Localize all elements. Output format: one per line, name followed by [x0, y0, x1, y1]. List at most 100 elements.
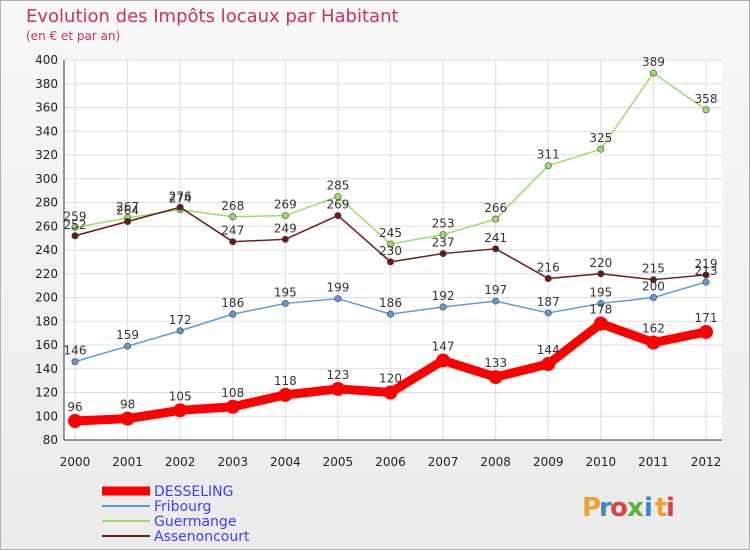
- data-point: [281, 299, 289, 307]
- x-tick-label: 2012: [691, 455, 722, 469]
- data-point: [334, 212, 342, 220]
- data-label: 325: [589, 131, 612, 145]
- data-label: 269: [274, 198, 297, 212]
- data-point: [278, 387, 293, 402]
- data-point: [229, 310, 237, 318]
- y-tick-label: 140: [35, 362, 58, 376]
- data-point: [229, 238, 237, 246]
- data-label: 267: [116, 200, 139, 214]
- data-point: [649, 276, 657, 284]
- x-tick-label: 2001: [112, 455, 143, 469]
- data-label: 216: [537, 261, 560, 275]
- y-tick-label: 380: [35, 77, 58, 91]
- y-tick-label: 80: [43, 433, 58, 447]
- data-label: 118: [274, 374, 297, 388]
- legend-label: Fribourg: [154, 499, 211, 515]
- data-point: [702, 106, 710, 114]
- logo-letter: i: [644, 493, 653, 523]
- data-point: [541, 357, 556, 371]
- data-label: 285: [326, 179, 349, 193]
- data-point: [386, 310, 394, 318]
- data-point: [176, 327, 184, 335]
- data-point: [383, 385, 398, 400]
- data-point: [68, 414, 82, 428]
- data-label: 245: [379, 226, 402, 240]
- y-tick-label: 200: [35, 291, 58, 305]
- data-point: [544, 309, 552, 317]
- data-label: 247: [221, 224, 244, 238]
- data-point: [544, 274, 552, 282]
- x-tick-label: 2007: [428, 455, 459, 469]
- data-point: [597, 270, 605, 278]
- chart-title: Evolution des Impôts locaux par Habitant: [26, 6, 399, 27]
- data-label: 144: [537, 343, 560, 357]
- data-label: 159: [116, 328, 139, 342]
- data-label: 237: [432, 236, 455, 250]
- data-point: [71, 358, 79, 366]
- data-label: 108: [221, 386, 244, 400]
- data-label: 266: [484, 201, 507, 215]
- x-tick-label: 2010: [586, 455, 617, 469]
- data-label: 199: [326, 281, 349, 295]
- data-label: 268: [221, 199, 244, 213]
- data-label: 230: [379, 244, 402, 258]
- data-point: [597, 145, 605, 153]
- y-tick-label: 260: [35, 219, 58, 233]
- data-point: [124, 342, 132, 350]
- y-tick-label: 180: [35, 314, 58, 328]
- x-tick-label: 2002: [165, 455, 196, 469]
- data-point: [436, 353, 451, 368]
- x-tick-label: 2005: [323, 455, 354, 469]
- series-assenoncourt: [71, 203, 710, 284]
- data-point: [71, 223, 79, 231]
- legend-label: DESSELING: [154, 484, 234, 500]
- data-label: 274: [169, 192, 192, 206]
- data-point: [492, 215, 500, 223]
- y-tick-label: 360: [35, 101, 58, 115]
- y-tick-label: 100: [35, 409, 58, 423]
- data-point: [593, 316, 608, 331]
- y-tick-label: 160: [35, 338, 58, 352]
- data-label: 133: [484, 356, 507, 370]
- data-label: 147: [432, 339, 455, 353]
- x-tick-label: 2004: [270, 455, 301, 469]
- data-label: 123: [326, 368, 349, 382]
- data-label: 220: [589, 256, 612, 270]
- data-label: 389: [642, 55, 665, 69]
- data-point: [439, 250, 447, 258]
- data-label: 195: [274, 285, 297, 299]
- data-label: 264: [116, 204, 139, 218]
- data-point: [229, 213, 237, 221]
- data-label: 269: [326, 198, 349, 212]
- data-label: 197: [484, 283, 507, 297]
- data-label: 358: [695, 92, 718, 106]
- data-label: 253: [432, 217, 455, 231]
- logo-letter: t: [655, 493, 667, 523]
- series-group: 259 267 274 268 269 285 245 253 266 311 325 389 358 2…: [64, 55, 718, 428]
- data-label: 98: [120, 398, 135, 412]
- series-desseling: [68, 316, 713, 428]
- y-tick-label: 400: [35, 53, 58, 67]
- y-tick-label: 220: [35, 267, 58, 281]
- data-label: 195: [589, 285, 612, 299]
- data-label: 311: [537, 148, 560, 162]
- data-label: 241: [484, 231, 507, 245]
- logo-letter: i: [666, 493, 675, 523]
- data-point: [334, 193, 342, 201]
- data-label: 96: [67, 400, 82, 414]
- y-tick-label: 300: [35, 172, 58, 186]
- x-tick-label: 2003: [217, 455, 248, 469]
- data-point: [334, 295, 342, 303]
- data-label: 219: [695, 257, 718, 271]
- data-point: [173, 403, 188, 418]
- chart-subtitle: (en € et par an): [26, 29, 120, 43]
- data-label: 259: [64, 209, 87, 223]
- data-label: 192: [432, 289, 455, 303]
- data-point: [492, 245, 500, 253]
- data-label: 171: [695, 311, 718, 325]
- y-tick-label: 280: [35, 196, 58, 210]
- data-point: [702, 278, 710, 286]
- data-point: [120, 411, 135, 426]
